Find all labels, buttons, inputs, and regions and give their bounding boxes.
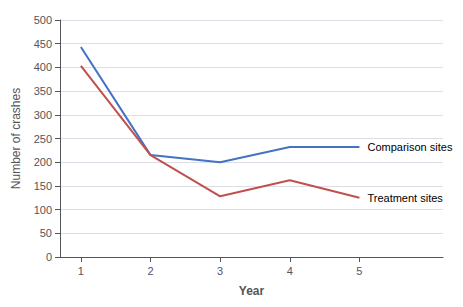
- svg-text:500: 500: [34, 14, 52, 26]
- svg-text:Treatment sites: Treatment sites: [367, 192, 443, 204]
- svg-text:250: 250: [34, 133, 52, 145]
- svg-text:3: 3: [217, 265, 223, 277]
- svg-text:4: 4: [287, 265, 293, 277]
- svg-text:0: 0: [46, 251, 52, 263]
- svg-text:200: 200: [34, 156, 52, 168]
- svg-text:5: 5: [356, 265, 362, 277]
- svg-text:2: 2: [147, 265, 153, 277]
- svg-text:Comparison sites: Comparison sites: [367, 141, 452, 153]
- svg-text:150: 150: [34, 180, 52, 192]
- svg-text:350: 350: [34, 85, 52, 97]
- svg-text:1: 1: [78, 265, 84, 277]
- svg-text:50: 50: [40, 227, 52, 239]
- svg-text:300: 300: [34, 109, 52, 121]
- svg-text:Year: Year: [239, 284, 265, 298]
- svg-text:Number of crashes: Number of crashes: [9, 88, 23, 189]
- svg-text:450: 450: [34, 38, 52, 50]
- svg-text:100: 100: [34, 204, 52, 216]
- svg-text:400: 400: [34, 61, 52, 73]
